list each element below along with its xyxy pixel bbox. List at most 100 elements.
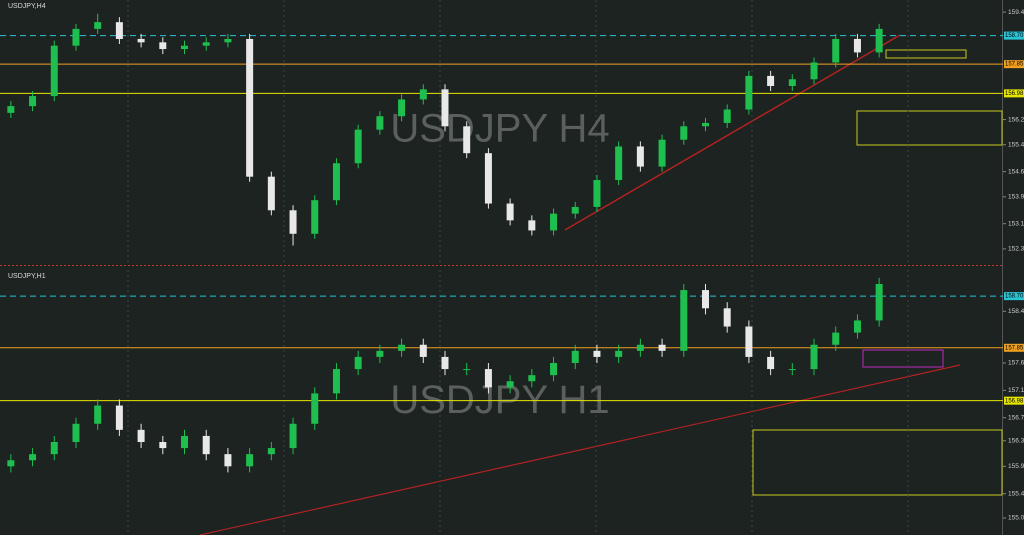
level-label: 158.70: [1005, 33, 1024, 39]
candle-body: [550, 213, 558, 231]
candle-body: [311, 393, 319, 424]
candle-body: [181, 45, 189, 50]
candle-body: [289, 210, 297, 234]
panel-title: USDJPY,H4: [8, 3, 46, 10]
candle-body: [680, 126, 688, 140]
candle-body: [376, 116, 384, 130]
y-tick-label: 152.35: [1008, 246, 1024, 253]
candle-body: [94, 22, 102, 29]
zone: [856, 110, 1003, 146]
candle-body: [767, 75, 775, 86]
trend-line: [564, 34, 901, 231]
candle-body: [72, 423, 80, 443]
candle-body: [332, 369, 340, 394]
candle-body: [311, 200, 319, 234]
candle-body: [810, 62, 818, 80]
candle-body: [506, 203, 514, 221]
candle-body: [550, 362, 558, 376]
candle-body: [441, 89, 449, 127]
candle-body: [137, 429, 145, 443]
candle-body: [658, 344, 666, 351]
candle-body: [571, 350, 579, 363]
y-tick-label: 155.05: [1008, 515, 1024, 522]
candle-body: [767, 356, 775, 370]
candle-body: [745, 75, 753, 110]
candle-body: [137, 38, 145, 43]
candle-body: [832, 38, 840, 63]
candle-body: [463, 369, 471, 371]
candle-body: [332, 163, 340, 201]
candle-body: [506, 381, 514, 388]
level-label: 158.70: [1005, 294, 1024, 300]
candle-body: [615, 350, 623, 357]
candle-body: [680, 290, 688, 351]
candle-body: [224, 38, 232, 43]
candle-body: [50, 442, 58, 455]
y-tick-label: 155.90: [1008, 463, 1024, 470]
panel-title: USDJPY,H1: [8, 273, 46, 280]
candle-body: [463, 126, 471, 154]
candle-body: [159, 442, 167, 449]
zone: [885, 49, 967, 59]
candle-body: [723, 109, 731, 123]
candle-body: [419, 89, 427, 100]
level-tag: [1004, 396, 1024, 405]
y-tick-label: 156.70: [1008, 414, 1024, 421]
candle-body: [94, 405, 102, 424]
candle-body: [484, 153, 492, 204]
candle-body: [398, 344, 406, 351]
y-tick-label: 153.10: [1008, 220, 1024, 227]
zone: [752, 429, 1003, 496]
candle-body: [224, 454, 232, 467]
candle-body: [701, 122, 709, 127]
level-label: 156.98: [1005, 91, 1024, 97]
candle-body: [246, 454, 254, 467]
candle-body: [115, 22, 123, 39]
candle-body: [484, 369, 492, 388]
candle-body: [788, 369, 796, 371]
candle-body: [853, 38, 861, 53]
candle-body: [875, 283, 883, 321]
candle-body: [7, 460, 15, 467]
y-tick-label: 155.45: [1008, 141, 1024, 148]
watermark: USDJPY H4: [390, 107, 609, 151]
candle-body: [528, 220, 536, 231]
candle-body: [354, 129, 362, 164]
candle-body: [267, 448, 275, 455]
y-tick-label: 153.90: [1008, 194, 1024, 201]
candle-body: [832, 332, 840, 345]
candle-body: [658, 139, 666, 167]
candle-body: [50, 45, 58, 97]
candle-body: [376, 350, 384, 357]
candle-body: [202, 435, 210, 455]
y-tick-label: 159.40: [1008, 9, 1024, 16]
candle-body: [246, 38, 254, 177]
candle-body: [745, 326, 753, 357]
candle-body: [29, 96, 37, 107]
candle-body: [72, 28, 80, 46]
level-tag: [1004, 292, 1024, 301]
candle-body: [267, 176, 275, 211]
y-tick-label: 157.60: [1008, 360, 1024, 367]
watermark: USDJPY H1: [390, 378, 609, 422]
candle-body: [636, 146, 644, 167]
candle-body: [723, 308, 731, 327]
candle-body: [181, 435, 189, 449]
candle-body: [788, 79, 796, 86]
level-tag: [1004, 31, 1024, 40]
candle-body: [29, 454, 37, 461]
candle-body: [7, 106, 15, 113]
y-tick-label: 157.15: [1008, 387, 1024, 394]
candle-body: [615, 146, 623, 181]
level-label: 157.85: [1005, 62, 1024, 68]
candle-body: [159, 42, 167, 50]
candle-body: [636, 344, 644, 351]
candle-body: [441, 356, 449, 370]
y-tick-label: 154.65: [1008, 168, 1024, 175]
candle-body: [528, 375, 536, 382]
candle-body: [810, 344, 818, 370]
y-tick-label: 156.32: [1008, 438, 1024, 445]
